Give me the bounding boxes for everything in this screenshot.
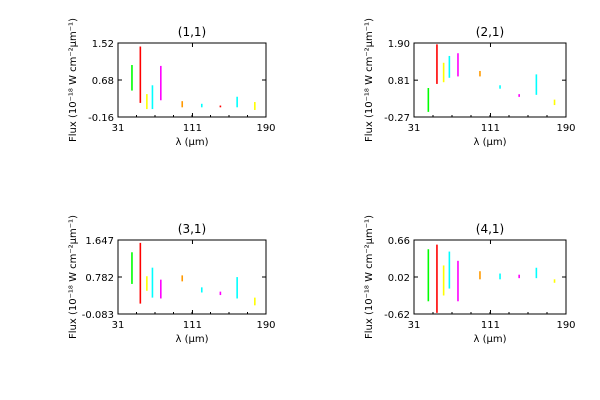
y-tick-label: 1.90 — [388, 39, 410, 50]
x-axis-label: λ (μm) — [175, 334, 208, 345]
y-tick-label: 1.52 — [92, 39, 114, 50]
x-tick-label: 190 — [556, 320, 575, 331]
y-axis-label: Flux (10⁻¹⁸ W cm⁻²μm⁻¹) — [68, 215, 79, 339]
subplot-1: (1,1) 31 111 190 -0.16 0.68 1.52 λ (μm) Flux (10… — [68, 18, 276, 148]
x-tick-label: 190 — [556, 123, 575, 134]
y-axis-label: Flux (10⁻¹⁸ W cm⁻²μm⁻¹) — [68, 18, 79, 142]
x-tick-label: 111 — [481, 320, 500, 331]
x-tick-label: 111 — [183, 320, 202, 331]
x-axis-label: λ (μm) — [473, 137, 506, 148]
y-tick-label: 0.66 — [388, 236, 410, 247]
subplot-title: (2,1) — [476, 25, 504, 39]
y-tick-label: 1.647 — [85, 236, 114, 247]
x-tick-label: 31 — [112, 123, 125, 134]
x-axis-label: λ (μm) — [175, 137, 208, 148]
y-axis-label: Flux (10⁻¹⁸ W cm⁻²μm⁻¹) — [364, 18, 375, 142]
y-tick-label: -0.27 — [384, 113, 410, 124]
x-tick-label: 31 — [112, 320, 125, 331]
x-tick-label: 31 — [408, 320, 421, 331]
x-tick-label: 190 — [256, 123, 275, 134]
subplot-2: (2,1) 31 111 190 -0.27 0.81 1.90 λ (μm) Flux (10… — [364, 18, 576, 148]
y-tick-label: 0.68 — [92, 76, 114, 87]
x-axis-label: λ (μm) — [473, 334, 506, 345]
subplot-title: (1,1) — [178, 25, 206, 39]
x-tick-label: 190 — [256, 320, 275, 331]
x-tick-label: 31 — [408, 123, 421, 134]
subplot-title: (4,1) — [476, 222, 504, 236]
x-tick-label: 111 — [183, 123, 202, 134]
x-tick-label: 111 — [481, 123, 500, 134]
subplot-3: (3,1) 31 111 190 -0.083 0.782 1.647 λ (μm) Flux … — [68, 215, 276, 345]
y-tick-label: -0.083 — [82, 310, 114, 321]
y-axis-label: Flux (10⁻¹⁸ W cm⁻²μm⁻¹) — [364, 215, 375, 339]
subplot-4: (4,1) 31 111 190 -0.62 0.02 0.66 λ (μm) Flux (10… — [364, 215, 576, 345]
y-tick-label: 0.02 — [388, 273, 410, 284]
y-tick-label: 0.81 — [388, 76, 410, 87]
y-tick-label: -0.16 — [88, 113, 114, 124]
y-tick-label: -0.62 — [384, 310, 410, 321]
y-tick-label: 0.782 — [85, 273, 114, 284]
subplot-title: (3,1) — [178, 222, 206, 236]
